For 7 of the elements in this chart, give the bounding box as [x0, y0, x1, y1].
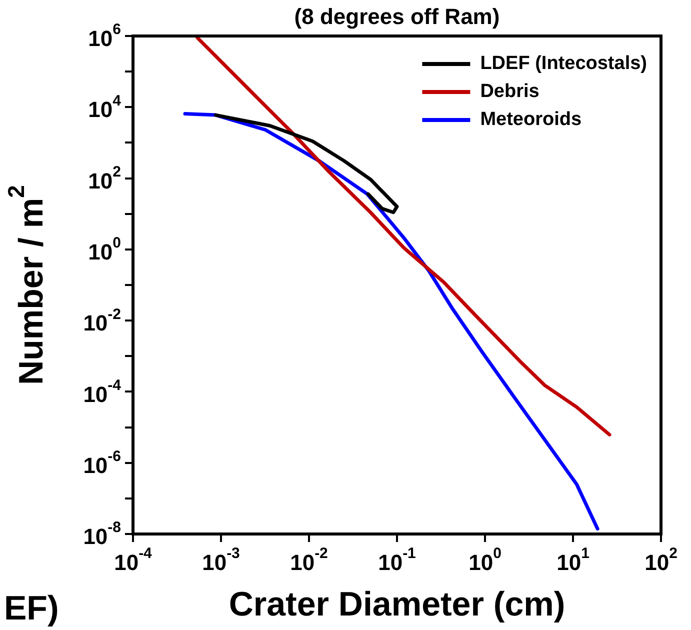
chart-title: (8 degrees off Ram)	[294, 4, 500, 30]
legend-label: Debris	[480, 81, 540, 102]
legend-label: Meteoroids	[480, 109, 582, 130]
y-axis-title: Number / m2	[3, 185, 50, 385]
x-axis-title: Crater Diameter (cm)	[228, 585, 566, 624]
text: EF)	[4, 589, 59, 628]
legend-label: LDEF (Intecostals)	[480, 53, 648, 74]
